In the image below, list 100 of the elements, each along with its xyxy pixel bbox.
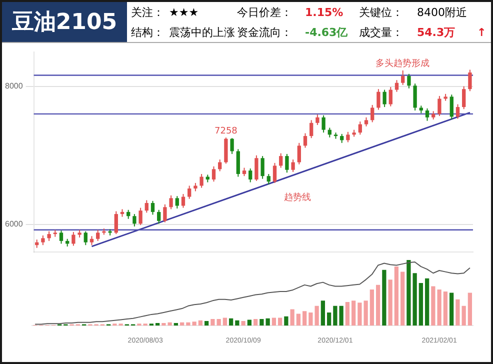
bar bbox=[424, 278, 430, 326]
text: 1.15% bbox=[305, 6, 344, 18]
candlestick bbox=[248, 168, 252, 183]
text: 成交量： bbox=[359, 24, 404, 40]
bar bbox=[296, 314, 301, 326]
candlestick bbox=[72, 231, 76, 246]
bar bbox=[204, 321, 209, 326]
candlestick bbox=[382, 89, 386, 108]
candlestick bbox=[218, 158, 222, 172]
bar bbox=[235, 320, 240, 326]
candlestick bbox=[144, 200, 148, 214]
candlestick bbox=[200, 173, 204, 188]
bar bbox=[320, 300, 326, 326]
candlestick bbox=[450, 94, 454, 120]
bar bbox=[241, 321, 246, 326]
text: 54.3万 bbox=[417, 24, 456, 40]
bar bbox=[290, 309, 294, 326]
candlestick bbox=[468, 69, 472, 92]
bar bbox=[198, 320, 203, 326]
candlestick bbox=[150, 200, 155, 216]
candlestick bbox=[297, 142, 301, 165]
text: 资金流向： bbox=[237, 24, 293, 40]
bar bbox=[345, 302, 350, 326]
bar bbox=[449, 292, 454, 326]
bar bbox=[351, 300, 356, 326]
bar bbox=[155, 322, 160, 326]
bar bbox=[326, 312, 332, 326]
candlestick bbox=[84, 230, 88, 246]
bar bbox=[382, 270, 386, 326]
text: ↑ bbox=[477, 26, 488, 38]
candlestick bbox=[138, 207, 142, 226]
bar bbox=[302, 311, 307, 326]
bar bbox=[174, 322, 178, 326]
y-tick-label: 6000 bbox=[5, 220, 24, 229]
text: 结构： bbox=[131, 24, 165, 40]
candlestick bbox=[322, 114, 326, 134]
candlestick bbox=[285, 153, 289, 174]
candlestick bbox=[401, 70, 405, 86]
candlestick bbox=[59, 230, 64, 244]
bar bbox=[376, 284, 380, 326]
annotation: 趋势线 bbox=[284, 192, 311, 203]
candlestick bbox=[407, 73, 411, 89]
annotation: 多头趋势形成 bbox=[376, 58, 430, 69]
text: 今日价差： bbox=[237, 4, 293, 20]
candlestick bbox=[47, 230, 51, 242]
candlestick bbox=[394, 80, 399, 92]
candlestick bbox=[260, 156, 264, 180]
candlestick bbox=[291, 158, 295, 172]
candlestick bbox=[224, 137, 228, 164]
candlestick bbox=[310, 120, 314, 139]
candlestick bbox=[114, 210, 118, 235]
text: ★★★ bbox=[169, 6, 200, 18]
text: -4.63亿 bbox=[305, 24, 349, 40]
candlestick bbox=[456, 104, 460, 120]
candlestick bbox=[413, 83, 417, 111]
bar bbox=[418, 282, 424, 326]
bar bbox=[278, 318, 282, 326]
candlestick bbox=[438, 95, 442, 116]
candlestick bbox=[157, 209, 161, 224]
candlestick bbox=[279, 152, 283, 168]
text: 8400附近 bbox=[417, 4, 468, 20]
bar bbox=[222, 318, 228, 326]
annotation: 7258 bbox=[214, 126, 238, 137]
candlestick bbox=[376, 88, 380, 110]
candlestick bbox=[132, 214, 136, 227]
candlestick bbox=[236, 148, 240, 178]
candlestick bbox=[212, 166, 216, 182]
candlestick bbox=[462, 86, 466, 110]
candlestick bbox=[163, 204, 167, 223]
candlestick bbox=[175, 196, 179, 210]
candlestick bbox=[358, 121, 362, 136]
candlestick bbox=[425, 108, 430, 122]
bar bbox=[388, 280, 392, 326]
candlestick bbox=[188, 185, 192, 200]
candlestick bbox=[272, 162, 277, 184]
candlestick bbox=[370, 104, 374, 123]
candlestick bbox=[230, 138, 234, 154]
text: 关注： bbox=[131, 4, 165, 20]
candlestick bbox=[303, 132, 308, 148]
bar bbox=[400, 272, 405, 326]
bar bbox=[253, 319, 258, 326]
candlestick bbox=[346, 131, 350, 143]
text: 豆油2105 bbox=[2, 2, 127, 42]
bar bbox=[468, 292, 472, 326]
text: 震荡中的上涨 bbox=[169, 24, 236, 40]
bar bbox=[247, 320, 252, 326]
candlestick bbox=[96, 229, 100, 242]
bar bbox=[394, 266, 399, 326]
candlestick bbox=[388, 86, 392, 107]
candlestick bbox=[41, 234, 45, 246]
text: 关键位： bbox=[359, 4, 404, 20]
bar bbox=[272, 318, 276, 326]
candlestick bbox=[316, 114, 320, 126]
bar bbox=[370, 290, 374, 326]
bar bbox=[228, 318, 234, 326]
bar bbox=[443, 291, 448, 326]
y-tick-label: 8000 bbox=[5, 82, 24, 91]
candlestick bbox=[254, 154, 258, 182]
candlestick bbox=[181, 194, 186, 208]
bar bbox=[284, 316, 288, 326]
